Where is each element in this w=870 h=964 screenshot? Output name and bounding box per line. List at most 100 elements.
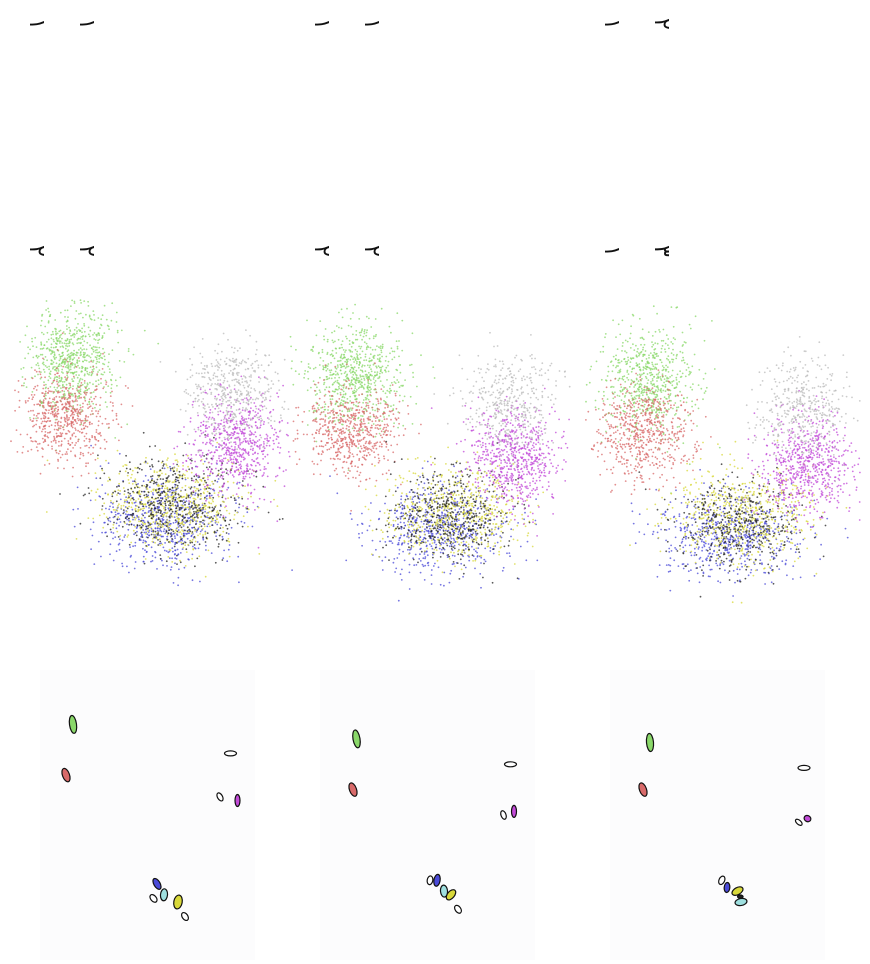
scatter-point — [61, 345, 64, 348]
scatter-point — [211, 433, 214, 435]
scatter-point — [244, 380, 247, 383]
scatter-point — [205, 544, 207, 547]
scatter-point — [194, 430, 197, 433]
scatter-point — [92, 402, 95, 405]
scatter-point — [104, 401, 107, 404]
scatter-point — [92, 517, 95, 520]
scatter-point — [172, 522, 175, 524]
scatter-point — [263, 399, 266, 402]
scatter-point — [78, 329, 80, 331]
scatter-point — [69, 382, 71, 385]
scatter-point — [59, 311, 62, 314]
scatter-point — [347, 420, 350, 422]
scatter-point — [189, 394, 192, 397]
scatter-point — [208, 487, 211, 490]
scatter-point — [91, 422, 93, 425]
scatter-point — [172, 489, 175, 492]
scatter-point — [244, 432, 246, 435]
scatter-point — [219, 399, 221, 401]
scatter-point — [229, 414, 232, 417]
scatter-point — [192, 518, 195, 520]
scatter-point — [140, 517, 143, 520]
scatter-point — [172, 533, 175, 535]
scatter-point — [247, 484, 249, 487]
scatter-point — [165, 531, 168, 533]
scatter-point — [244, 475, 247, 478]
scatter-point — [143, 531, 146, 534]
scatter-point — [205, 499, 207, 502]
scatter-point — [156, 484, 159, 487]
scatter-point — [143, 494, 146, 497]
scatter-point — [244, 437, 247, 440]
scatter-point — [379, 345, 382, 348]
scatter-point — [351, 351, 354, 353]
scatter-point — [85, 313, 87, 316]
scatter-point — [179, 495, 182, 498]
scatter-point — [101, 314, 104, 317]
scatter-point — [92, 310, 95, 312]
scatter-point — [66, 354, 69, 357]
scatter-point — [228, 372, 231, 375]
scatter-point — [35, 364, 38, 366]
scatter-point — [235, 502, 237, 504]
scatter-point — [358, 331, 361, 334]
scatter-point — [199, 523, 201, 526]
scatter-point — [167, 490, 169, 493]
scatter-point — [215, 405, 218, 408]
scatter-point — [177, 553, 180, 556]
scatter-point — [81, 406, 84, 408]
scatter-point — [325, 369, 328, 372]
scatter-point — [108, 426, 110, 429]
scatter-point — [214, 365, 217, 367]
scatter-point — [57, 460, 60, 462]
scatter-point — [73, 300, 76, 303]
scatter-point — [227, 497, 230, 500]
scatter-point — [130, 523, 133, 526]
scatter-point — [41, 411, 44, 414]
scatter-point — [184, 529, 186, 532]
scatter-point — [135, 510, 137, 513]
scatter-point — [106, 535, 108, 538]
scatter-point — [140, 490, 143, 493]
scatter-point — [95, 366, 98, 369]
scatter-point — [165, 497, 168, 499]
scatter-point — [233, 514, 236, 516]
scatter-point — [203, 473, 205, 475]
scatter-point — [328, 369, 331, 372]
scatter-point — [357, 417, 359, 420]
scatter-point — [154, 497, 157, 500]
scatter-point — [272, 383, 275, 385]
scatter-point — [53, 397, 56, 399]
scatter-point — [124, 517, 127, 520]
scatter-point — [157, 474, 160, 477]
scatter-point — [202, 534, 204, 536]
scatter-point — [32, 425, 34, 428]
scatter-point — [254, 509, 256, 511]
scatter-point — [134, 541, 137, 544]
scatter-point — [340, 366, 342, 369]
scatter-point — [416, 385, 418, 388]
scatter-point — [349, 400, 352, 402]
scatter-point — [122, 487, 125, 489]
scatter-point — [144, 540, 147, 543]
scatter-point — [177, 465, 180, 467]
scatter-point — [39, 404, 41, 406]
scatter-point — [19, 341, 21, 343]
scatter-point — [222, 518, 225, 521]
scatter-point — [390, 444, 393, 447]
scatter-point — [156, 506, 159, 508]
scatter-point — [75, 408, 78, 411]
scatter-point — [265, 398, 268, 401]
scatter-point — [372, 337, 375, 340]
scatter-point — [176, 530, 179, 533]
scatter-point — [162, 535, 165, 538]
scatter-point — [211, 411, 214, 414]
scatter-point — [179, 559, 181, 562]
scatter-point — [171, 486, 174, 489]
scatter-point — [142, 509, 144, 512]
scatter-point — [56, 418, 58, 421]
scatter-point — [275, 438, 278, 441]
scatter-point — [199, 495, 202, 497]
scatter-point — [217, 545, 220, 548]
scatter-point — [257, 364, 260, 367]
